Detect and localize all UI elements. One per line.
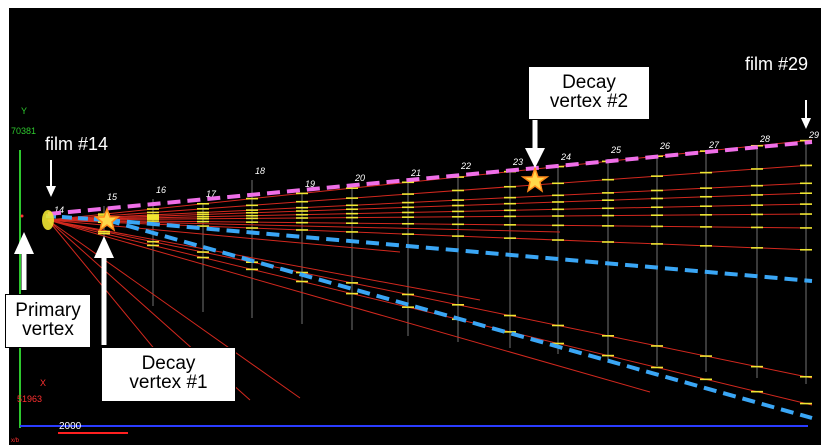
decay-track-magenta bbox=[47, 140, 813, 216]
track-line bbox=[47, 219, 813, 229]
decay-tracks bbox=[45, 140, 813, 420]
decay-track-blue-1 bbox=[106, 218, 813, 283]
arrows bbox=[14, 100, 811, 345]
film-number: 26 bbox=[659, 141, 670, 151]
film-number: 18 bbox=[255, 166, 265, 176]
decay-vertex-2-label-line-1: Decay bbox=[562, 72, 616, 93]
track-line bbox=[47, 219, 813, 406]
y-axis-label: Y bbox=[21, 106, 28, 116]
decay-track-blue-2 bbox=[106, 218, 813, 420]
decay-vertex-1-label: Decay vertex #1 bbox=[101, 347, 236, 402]
decay-2-arrow-head bbox=[525, 148, 545, 168]
track-line bbox=[47, 219, 301, 399]
decay-vertex-2-label-line-2: vertex #2 bbox=[549, 91, 629, 112]
film-numbers: 14 15 16 17 18 19 20 21 22 23 24 25 26 27 28 29 bbox=[54, 130, 819, 215]
film-number: 24 bbox=[560, 152, 571, 162]
track-line bbox=[47, 182, 813, 221]
film-number: 20 bbox=[354, 173, 365, 183]
track-line bbox=[47, 219, 813, 379]
x-axis-label: X bbox=[40, 378, 47, 388]
x-axis-value: 51963 bbox=[17, 394, 43, 404]
decay-vertex-1-label-line-2: vertex #1 bbox=[129, 372, 208, 393]
decay-track-blue-3 bbox=[45, 214, 108, 222]
film-number: 16 bbox=[156, 185, 166, 195]
primary-vertex-marker bbox=[42, 210, 54, 230]
film-29-arrow-head bbox=[801, 118, 811, 129]
track-line bbox=[47, 192, 813, 221]
decay-vertex-2-star bbox=[520, 165, 550, 193]
film-number: 25 bbox=[610, 145, 622, 155]
decay-vertex-1-star bbox=[93, 206, 121, 232]
primary-vertex-label-line-1: Primary bbox=[15, 300, 81, 321]
film-14-arrow-head bbox=[46, 186, 56, 197]
primary-vertex-label: Primary vertex bbox=[5, 294, 91, 348]
film-number: 22 bbox=[460, 161, 471, 171]
track-segments bbox=[98, 139, 812, 405]
film-14-label: film #14 bbox=[45, 134, 109, 154]
origin-marker bbox=[20, 214, 24, 218]
film-number: 14 bbox=[54, 205, 64, 215]
track-line bbox=[47, 219, 651, 393]
decay-vertex-2-label: Decay vertex #2 bbox=[528, 66, 650, 120]
film-number: 17 bbox=[206, 189, 217, 199]
film-number: 23 bbox=[512, 157, 523, 167]
track-line bbox=[47, 219, 481, 301]
film-number: 27 bbox=[708, 140, 720, 150]
decay-1-arrow-head bbox=[94, 236, 114, 258]
film-number: 29 bbox=[808, 130, 819, 140]
film-number: 28 bbox=[759, 134, 770, 144]
film-number: 15 bbox=[107, 192, 118, 202]
scale-bar-value: 2000 bbox=[59, 421, 82, 432]
track-line bbox=[47, 213, 813, 221]
film-number: 19 bbox=[305, 179, 315, 189]
primary-vertex-label-line-2: vertex bbox=[22, 319, 74, 340]
y-axis-value: 70381 bbox=[11, 126, 37, 136]
decay-vertex-1-label-line-1: Decay bbox=[141, 353, 196, 374]
track-line bbox=[47, 203, 813, 221]
track-line bbox=[47, 164, 813, 221]
film-29-label: film #29 bbox=[745, 54, 809, 74]
primary-vertex-arrow-head bbox=[14, 232, 34, 254]
x-axis-sub-label: x/b bbox=[11, 438, 20, 444]
film-number: 21 bbox=[410, 168, 421, 178]
